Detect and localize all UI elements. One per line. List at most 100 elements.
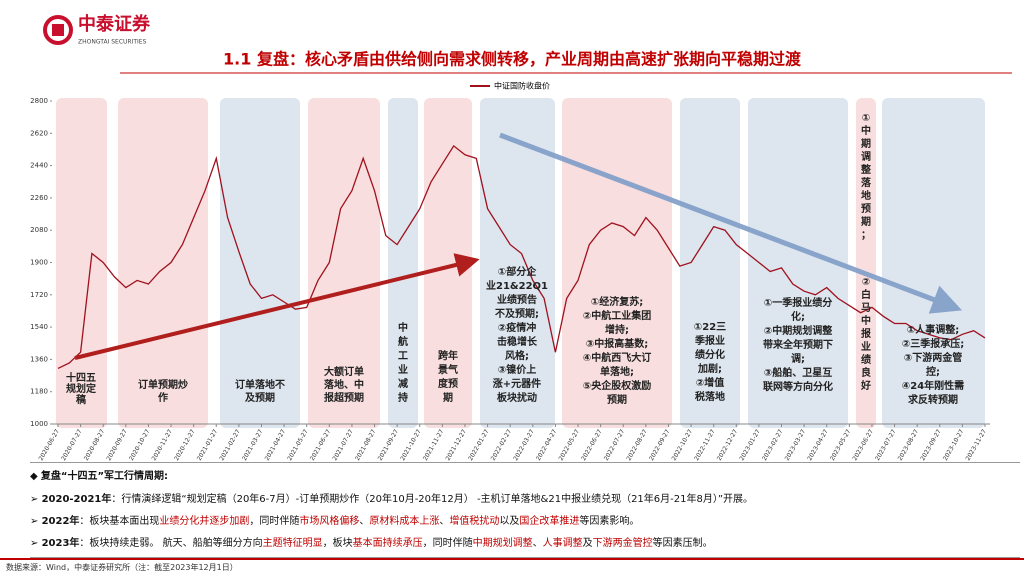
period-band xyxy=(748,98,848,428)
period-band xyxy=(220,98,300,428)
x-tick-label: 2021-12-27 xyxy=(445,428,469,462)
annotation: 涨+元器件 xyxy=(493,377,541,390)
annotation: 业 xyxy=(861,340,871,353)
y-tick-label: 1360 xyxy=(30,355,48,363)
annotation: 地 xyxy=(861,189,871,202)
annotation: 航 xyxy=(398,335,408,348)
bullet: ◆ xyxy=(30,471,38,482)
annotation: 加剧; xyxy=(697,362,722,375)
summary-text: ：板块基本面出现 xyxy=(79,516,160,527)
y-tick-label: 1000 xyxy=(30,420,48,428)
x-tick-label: 2021-08-27 xyxy=(354,428,378,462)
summary-text: 业绩分化并逐步加剧 xyxy=(159,516,250,527)
annotation: ②疫情冲 xyxy=(498,321,536,334)
y-tick-label: 1720 xyxy=(30,291,48,299)
annotation: ②三季报承压; xyxy=(902,337,964,350)
annotation: 带来全年预期下 xyxy=(763,338,833,351)
annotation: ② xyxy=(862,277,870,288)
annotation: 中 xyxy=(398,321,408,334)
summary-row: ➢ 2020-2021年：行情演绎逻辑“规划定稿（20年6-7月）-订单预期炒作… xyxy=(30,490,753,505)
annotation: 白 xyxy=(861,288,871,301)
annotation: 中 xyxy=(861,124,871,137)
y-tick-label: 1900 xyxy=(30,259,48,267)
annotation: ①部分企 xyxy=(498,265,537,278)
brand: 中泰证券 xyxy=(78,13,151,35)
period-band xyxy=(882,98,985,428)
annotation: 工 xyxy=(398,351,408,362)
annotation: 季报业 xyxy=(694,334,725,347)
annotation: ① xyxy=(862,113,870,124)
y-tick-label: 1540 xyxy=(30,323,48,331)
annotation: 预期 xyxy=(607,393,627,406)
annotation: 期 xyxy=(443,391,453,404)
bullet: ➢ xyxy=(30,516,39,527)
period-band xyxy=(562,98,672,428)
x-tick-label: 2021-06-27 xyxy=(309,428,333,462)
x-tick-label: 2020-08-27 xyxy=(83,428,107,462)
annotation: 大额订单 xyxy=(324,365,364,378)
summary-text: 国企改革推进 xyxy=(519,516,580,527)
summary-text: 人事调整 xyxy=(542,538,583,549)
price-line xyxy=(57,144,986,369)
annotation: ③下游两金管 xyxy=(904,351,962,364)
y-tick-label: 1180 xyxy=(30,388,48,396)
annotation: ①一季报业绩分 xyxy=(764,296,832,309)
period-band xyxy=(856,98,876,428)
x-tick-label: 2022-07-27 xyxy=(603,428,627,462)
summary-text: 增值税扰动 xyxy=(449,516,500,527)
x-tick-label: 2022-04-27 xyxy=(535,428,559,462)
x-tick-label: 2021-03-27 xyxy=(241,428,265,462)
annotation: 调; xyxy=(791,352,805,365)
x-tick-label: 2023-01-27 xyxy=(738,428,762,462)
x-tick-label: 2023-02-27 xyxy=(761,428,785,462)
annotation: ①人事调整; xyxy=(907,323,959,336)
brand-en: ZHONGTAI SECURITIES xyxy=(78,39,147,46)
period-band xyxy=(680,98,740,428)
annotation: 订单落地不 xyxy=(235,378,285,391)
period-band xyxy=(308,98,380,428)
x-tick-label: 2020-10-27 xyxy=(128,428,152,462)
summary-text: 主题特征明显 xyxy=(262,538,323,549)
annotation: ⑤央企股权激励 xyxy=(583,379,651,392)
annotation: 马 xyxy=(861,302,871,314)
summary-text: ，同时伴随 xyxy=(249,516,300,527)
x-tick-label: 2022-01-27 xyxy=(467,428,491,462)
x-tick-label: 2022-02-27 xyxy=(490,428,514,462)
annotation: 不及预期; xyxy=(495,307,539,320)
annotation: 业 xyxy=(398,363,408,376)
x-tick-label: 2021-05-27 xyxy=(286,428,310,462)
summary-text: 、 xyxy=(359,516,370,527)
summary-text: 、 xyxy=(532,538,543,549)
x-tick-label: 2021-02-27 xyxy=(218,428,242,462)
x-tick-label: 2021-07-27 xyxy=(331,428,355,462)
annotation: 规划定 xyxy=(66,382,96,395)
annotation: 求反转预期 xyxy=(908,393,958,406)
trend-arrow-down xyxy=(499,132,963,314)
period-band xyxy=(388,98,418,428)
annotation: 报 xyxy=(861,327,871,340)
annotation: 控; xyxy=(926,365,940,378)
y-tick-label: 2260 xyxy=(30,194,48,202)
annotation: ②增值 xyxy=(696,376,724,389)
y-tick-label: 2620 xyxy=(30,129,48,137)
summary-text: 原材料成本上涨 xyxy=(369,516,440,527)
annotation: 作 xyxy=(158,391,168,404)
annotation: 稿 xyxy=(76,393,86,406)
annotation: 期 xyxy=(861,215,871,228)
summary-heading: 复盘“十四五”军工行情周期: xyxy=(40,471,169,482)
x-tick-label: 2021-09-27 xyxy=(377,428,401,462)
period-band xyxy=(480,98,555,428)
chart: 中泰证券 ZHONGTAI SECURITIES 1.1 复盘：核心矛盾由供给侧… xyxy=(0,13,1024,560)
period-band xyxy=(118,98,208,428)
annotation: 绩分化 xyxy=(695,348,725,361)
summary-text: 中期规划调整 xyxy=(472,538,533,549)
annotation: 单落地; xyxy=(600,365,634,378)
summary-row: ➢ 2022年：板块基本面出现业绩分化并逐步加剧，同时伴随市场风格偏移、原材料成… xyxy=(30,512,639,527)
x-tick-label: 2023-06-27 xyxy=(851,428,875,462)
annotation: 度预 xyxy=(438,377,458,390)
annotation: 减 xyxy=(398,377,408,390)
annotation: 落 xyxy=(861,176,872,189)
summary-text: 等因素影响。 xyxy=(579,516,640,527)
annotation: ③中报高基数; xyxy=(586,337,648,350)
